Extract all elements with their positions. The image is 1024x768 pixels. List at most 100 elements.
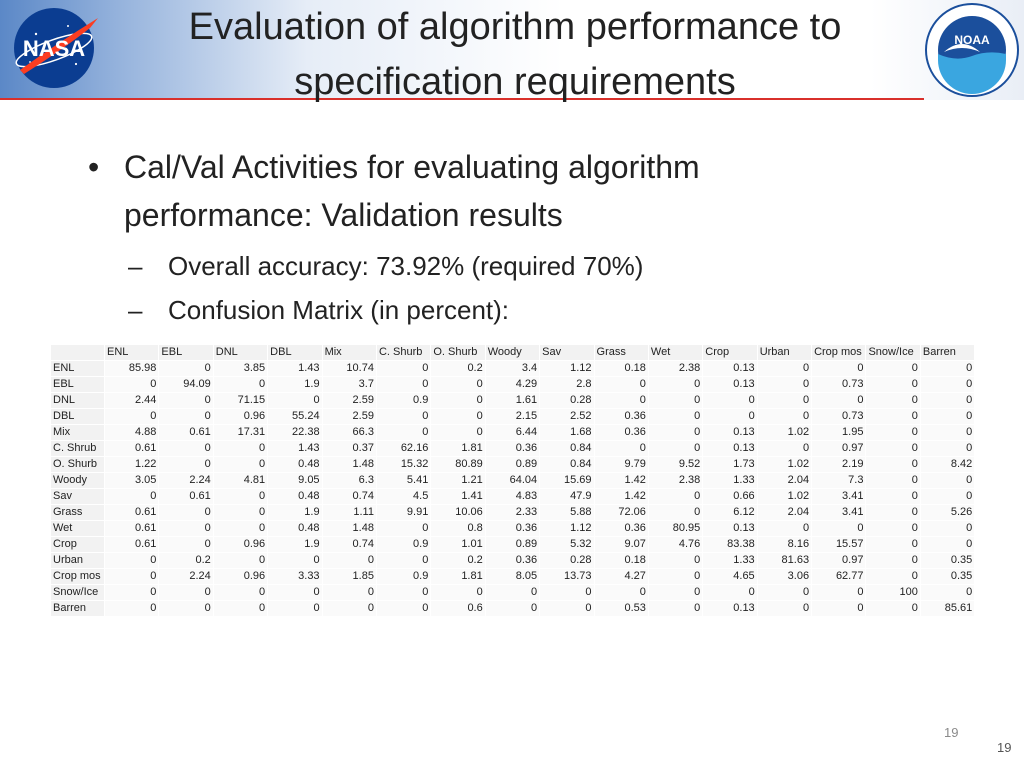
matrix-cell: 0.89	[484, 536, 541, 553]
matrix-header-row: ENL EBL DNL DBL Mix C. Shurb O. Shurb Woody Sav G…	[50, 344, 976, 361]
matrix-column-header: Barren	[919, 344, 976, 361]
matrix-cell: 0.61	[103, 440, 160, 457]
matrix-cell: 0.61	[158, 424, 214, 441]
matrix-cell: 66.3	[321, 424, 377, 441]
matrix-cell: 1.11	[321, 504, 377, 521]
matrix-cell: 0.9	[375, 392, 432, 409]
matrix-cell: 0	[593, 440, 649, 457]
matrix-cell: 0	[158, 440, 214, 457]
matrix-cell: 100	[865, 584, 921, 601]
matrix-cell: 0	[430, 424, 486, 441]
matrix-cell: 0	[212, 504, 269, 521]
matrix-row-label: Wet	[50, 520, 105, 537]
matrix-column-header: Urban	[756, 344, 813, 361]
matrix-cell: 0	[647, 504, 704, 521]
matrix-cell: 2.19	[811, 456, 867, 473]
matrix-cell: 0	[212, 552, 269, 569]
matrix-cell: 0	[865, 568, 921, 585]
matrix-cell: 0.96	[212, 568, 269, 585]
matrix-row-label: Grass	[50, 504, 105, 521]
matrix-cell: 0	[865, 520, 921, 537]
sub-bullet-accuracy-text: Overall accuracy: 73.92% (required 70%)	[168, 251, 644, 281]
matrix-cell: 1.42	[593, 472, 649, 489]
matrix-cell: 0.2	[430, 360, 486, 377]
matrix-cell: 3.7	[321, 376, 377, 393]
matrix-cell: 0.13	[702, 376, 758, 393]
matrix-cell: 1.02	[756, 424, 813, 441]
matrix-cell: 13.73	[539, 568, 595, 585]
matrix-cell: 1.73	[702, 456, 758, 473]
matrix-cell: 0	[647, 424, 704, 441]
matrix-cell: 4.29	[484, 376, 541, 393]
matrix-cell: 2.38	[647, 472, 704, 489]
matrix-row-label: Crop mos	[50, 568, 105, 585]
matrix-row-label: Urban	[50, 552, 105, 569]
matrix-row: DBL 0 0 0.96 55.24 2.59 0 0 2.15 2.52 0.36 0 0 0 0.73 0…	[50, 408, 976, 425]
matrix-cell: 0.97	[811, 440, 867, 457]
matrix-cell: 0	[375, 408, 432, 425]
matrix-cell: 0	[919, 488, 976, 505]
matrix-cell: 1.21	[430, 472, 486, 489]
svg-text:NOAA: NOAA	[954, 33, 990, 47]
nasa-logo-icon: NASA	[14, 8, 98, 88]
matrix-cell: 0	[103, 488, 160, 505]
matrix-cell: 0.28	[539, 392, 595, 409]
matrix-cell: 0	[647, 408, 704, 425]
matrix-row: Snow/Ice 0 0 0 0 0 0 0 0 0 0 0 0 0 0 100 0	[50, 584, 976, 601]
matrix-cell: 0	[811, 360, 867, 377]
matrix-cell: 0.8	[430, 520, 486, 537]
matrix-cell: 4.27	[593, 568, 649, 585]
matrix-row-label: Barren	[50, 600, 105, 617]
matrix-cell: 0	[484, 600, 541, 617]
matrix-cell: 1.81	[430, 440, 486, 457]
matrix-cell: 0	[103, 376, 160, 393]
matrix-cell: 0	[702, 584, 758, 601]
matrix-cell: 62.77	[811, 568, 867, 585]
matrix-cell: 1.22	[103, 456, 160, 473]
noaa-logo-icon: NOAA	[925, 3, 1019, 97]
matrix-cell: 55.24	[267, 408, 323, 425]
matrix-cell: 0	[103, 600, 160, 617]
matrix-cell: 0.13	[702, 440, 758, 457]
matrix-cell: 1.33	[702, 552, 758, 569]
matrix-cell: 0	[919, 408, 976, 425]
slide-title-line-1: Evaluation of algorithm performance to	[188, 6, 842, 48]
matrix-cell: 0	[158, 408, 214, 425]
matrix-row: Crop 0.61 0 0.96 1.9 0.74 0.9 1.01 0.89 5.32 9.07 4…	[50, 536, 976, 553]
matrix-column-header: Wet	[647, 344, 704, 361]
matrix-cell: 4.65	[702, 568, 758, 585]
matrix-cell: 0	[702, 392, 758, 409]
matrix-cell: 0	[919, 472, 976, 489]
matrix-cell: 0	[811, 600, 867, 617]
matrix-cell: 0	[593, 376, 649, 393]
matrix-cell: 0.89	[484, 456, 541, 473]
matrix-cell: 0	[647, 568, 704, 585]
matrix-cell: 6.44	[484, 424, 541, 441]
matrix-cell: 0	[212, 456, 269, 473]
matrix-cell: 0.2	[430, 552, 486, 569]
matrix-row: Woody 3.05 2.24 4.81 9.05 6.3 5.41 1.21 64.04 15.…	[50, 472, 976, 489]
matrix-row-label: C. Shrub	[50, 440, 105, 457]
matrix-cell: 10.06	[430, 504, 486, 521]
matrix-cell: 0	[158, 520, 214, 537]
page-number: 19	[997, 740, 1012, 755]
matrix-cell: 2.24	[158, 472, 214, 489]
matrix-cell: 0	[865, 376, 921, 393]
matrix-cell: 9.07	[593, 536, 649, 553]
matrix-column-header: Mix	[321, 344, 377, 361]
matrix-cell: 0	[647, 584, 704, 601]
matrix-row: Sav 0 0.61 0 0.48 0.74 4.5 1.41 4.83 47.9 1.42 0 0.6…	[50, 488, 976, 505]
matrix-cell: 94.09	[158, 376, 214, 393]
matrix-cell: 0	[212, 600, 269, 617]
matrix-cell: 0	[484, 584, 541, 601]
matrix-cell: 2.44	[103, 392, 160, 409]
matrix-cell: 0	[865, 504, 921, 521]
matrix-cell: 64.04	[484, 472, 541, 489]
matrix-cell: 1.12	[539, 520, 595, 537]
matrix-row: C. Shrub 0.61 0 0 1.43 0.37 62.16 1.81 0.36 0.84 0…	[50, 440, 976, 457]
matrix-cell: 0.2	[158, 552, 214, 569]
matrix-cell: 0	[647, 440, 704, 457]
matrix-row: DNL 2.44 0 71.15 0 2.59 0.9 0 1.61 0.28 0 0 0 0 0 0 0	[50, 392, 976, 409]
matrix-cell: 0	[756, 392, 813, 409]
matrix-column-header: ENL	[103, 344, 160, 361]
